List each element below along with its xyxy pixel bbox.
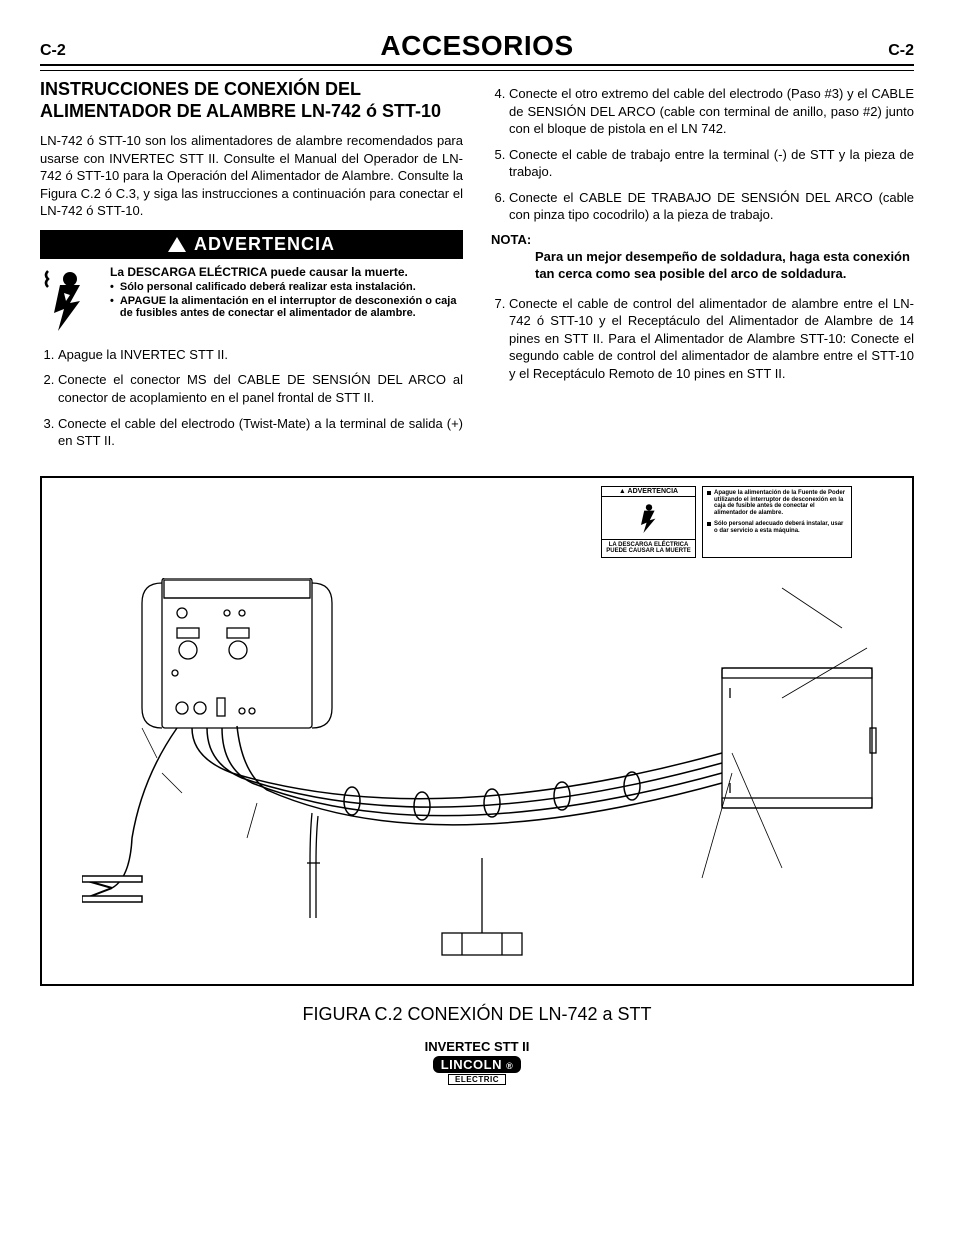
step-6: Conecte el CABLE DE TRABAJO DE SENSIÓN D… [509,189,914,224]
content-columns: INSTRUCCIONES DE CONEXIÓN DEL ALIMENTADO… [40,79,914,458]
brand-logo: LINCOLN ® ELECTRIC [433,1056,522,1085]
warning-block: La DESCARGA ELÉCTRICA puede causar la mu… [40,265,463,338]
note-block: NOTA: Para un mejor desempeño de soldadu… [491,232,914,283]
page-footer: INVERTEC STT II LINCOLN ® ELECTRIC [40,1039,914,1085]
header-rule [40,70,914,71]
diagram-shock-icon [602,497,695,539]
warning-text: La DESCARGA ELÉCTRICA puede causar la mu… [110,265,463,321]
steps-left: Apague la INVERTEC STT II. Conecte el co… [40,346,463,450]
diagram-warning-left: ▲ ADVERTENCIA LA DESCARGA ELÉCTRICA PUED… [601,486,696,558]
note-body: Para un mejor desempeño de soldadura, ha… [535,249,914,283]
warning-bullet-1: •Sólo personal calificado deberá realiza… [110,281,463,293]
step-3: Conecte el cable del electrodo (Twist-Ma… [58,415,463,450]
warning-triangle-icon [168,237,186,252]
left-column: INSTRUCCIONES DE CONEXIÓN DEL ALIMENTADO… [40,79,463,458]
section-heading: INSTRUCCIONES DE CONEXIÓN DEL ALIMENTADO… [40,79,463,122]
diagram-warning-box: ▲ ADVERTENCIA LA DESCARGA ELÉCTRICA PUED… [601,486,852,558]
diagram-warning-caption: LA DESCARGA ELÉCTRICA PUEDE CAUSAR LA MU… [602,539,695,557]
page-title: ACCESORIOS [380,30,573,62]
warning-bar: ADVERTENCIA [40,230,463,259]
diagram-warning-right: Apague la alimentación de la Fuente de P… [702,486,852,558]
step-4: Conecte el otro extremo del cable del el… [509,85,914,138]
brand-name: LINCOLN ® [433,1056,522,1073]
diagram-warning-title: ▲ ADVERTENCIA [602,487,695,497]
warning-lead: La DESCARGA ELÉCTRICA puede causar la mu… [110,265,463,279]
connection-diagram [82,578,882,978]
corner-left: C-2 [40,42,66,60]
right-column: Conecte el otro extremo del cable del el… [491,79,914,458]
step-2: Conecte el conector MS del CABLE DE SENS… [58,371,463,406]
step-7: Conecte el cable de control del alimenta… [509,295,914,383]
diagram-frame: ▲ ADVERTENCIA LA DESCARGA ELÉCTRICA PUED… [40,476,914,986]
brand-sub: ELECTRIC [448,1074,506,1085]
page-header: C-2 ACCESORIOS C-2 [40,30,914,66]
shock-icon [40,265,100,338]
step-5: Conecte el cable de trabajo entre la ter… [509,146,914,181]
corner-right: C-2 [888,42,914,60]
step-1: Apague la INVERTEC STT II. [58,346,463,364]
warning-bar-label: ADVERTENCIA [194,234,335,255]
note-lead: NOTA: [491,232,531,247]
intro-paragraph: LN-742 ó STT-10 son los alimentadores de… [40,132,463,220]
figure-caption: FIGURA C.2 CONEXIÓN DE LN-742 a STT [40,1004,914,1025]
steps-right-a: Conecte el otro extremo del cable del el… [491,85,914,224]
steps-right-b: Conecte el cable de control del alimenta… [491,295,914,383]
product-name: INVERTEC STT II [40,1039,914,1054]
warning-bullet-2: •APAGUE la alimentación en el interrupto… [110,295,463,319]
